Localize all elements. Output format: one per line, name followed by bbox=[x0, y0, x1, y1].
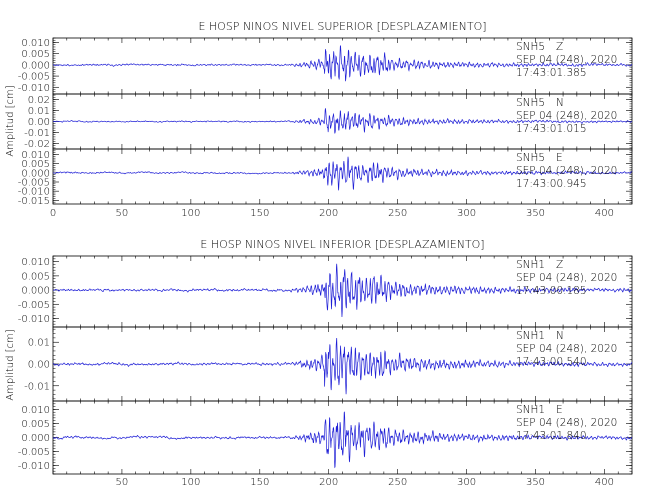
y-tick-label: 0.000 bbox=[21, 433, 50, 444]
record-date: SEP 04 (248), 2020 bbox=[516, 272, 617, 284]
y-tick-label: -0.005 bbox=[18, 178, 50, 189]
x-tick-label: 150 bbox=[250, 477, 269, 488]
component-code: E bbox=[556, 404, 563, 416]
x-tick-label: 350 bbox=[526, 208, 545, 219]
station-code: SNH1 bbox=[516, 404, 545, 416]
y-tick-label: 0.005 bbox=[21, 159, 50, 170]
y-tick-label: 0.010 bbox=[21, 38, 50, 49]
y-tick-label: -0.005 bbox=[18, 447, 50, 458]
y-tick-label: 0.010 bbox=[21, 405, 50, 416]
y-tick-label: 0.00 bbox=[28, 117, 50, 128]
y-tick-label: -0.015 bbox=[18, 196, 50, 207]
y-tick-label: -0.010 bbox=[18, 314, 50, 325]
y-tick-label: 0.01 bbox=[28, 338, 50, 349]
x-tick-label: 200 bbox=[319, 477, 338, 488]
component-code: N bbox=[556, 330, 564, 342]
y-tick-label: -0.01 bbox=[24, 128, 50, 139]
y-tick-label: 0.01 bbox=[28, 106, 50, 117]
component-code: E bbox=[556, 152, 563, 164]
x-tick-label: 150 bbox=[250, 208, 269, 219]
station-code: SNH5 bbox=[516, 152, 545, 164]
y-tick-label: -0.010 bbox=[18, 461, 50, 472]
y-axis-label: Amplitud [cm] bbox=[5, 329, 16, 400]
x-tick-label: 100 bbox=[181, 208, 200, 219]
chart-title: E HOSP NINOS NIVEL SUPERIOR [DESPLAZAMIE… bbox=[198, 20, 486, 33]
x-tick-label: 300 bbox=[457, 477, 476, 488]
waveform-line bbox=[52, 108, 633, 134]
waveform-line bbox=[52, 263, 633, 318]
station-code: SNH1 bbox=[516, 259, 545, 271]
y-tick-label: -0.02 bbox=[24, 139, 50, 150]
y-tick-label: 0.005 bbox=[21, 49, 50, 60]
record-time: 17:43:00.185 bbox=[516, 285, 587, 297]
x-tick-label: 100 bbox=[181, 477, 200, 488]
record-time: 17:43:01.385 bbox=[516, 67, 587, 79]
chart-title: E HOSP NINOS NIVEL INFERIOR [DESPLAZAMIE… bbox=[200, 238, 484, 251]
component-code: N bbox=[556, 97, 564, 109]
x-tick-label: 0 bbox=[50, 208, 56, 219]
record-time: 17:43:01.840 bbox=[516, 430, 587, 442]
x-tick-label: 250 bbox=[388, 477, 407, 488]
record-date: SEP 04 (248), 2020 bbox=[516, 343, 617, 355]
y-tick-label: 0.005 bbox=[21, 419, 50, 430]
record-date: SEP 04 (248), 2020 bbox=[516, 54, 617, 66]
station-code: SNH5 bbox=[516, 97, 545, 109]
record-time: 17:43:01.015 bbox=[516, 123, 587, 135]
y-tick-label: 0.000 bbox=[21, 60, 50, 71]
component-code: Z bbox=[556, 41, 563, 53]
record-time: 17:43:00.540 bbox=[516, 356, 587, 368]
record-time: 17:43:00.945 bbox=[516, 178, 587, 190]
y-tick-label: -0.010 bbox=[18, 187, 50, 198]
y-tick-label: 0.010 bbox=[21, 257, 50, 268]
x-tick-label: 200 bbox=[319, 208, 338, 219]
y-tick-label: 0.005 bbox=[21, 271, 50, 282]
chart-2: E HOSP NINOS NIVEL INFERIOR [DESPLAZAMIE… bbox=[5, 238, 633, 488]
y-axis-label: Amplitud [cm] bbox=[5, 85, 16, 156]
waveform-line bbox=[52, 156, 633, 191]
record-date: SEP 04 (248), 2020 bbox=[516, 110, 617, 122]
y-tick-label: -0.005 bbox=[18, 300, 50, 311]
y-tick-label: 0.00 bbox=[28, 360, 50, 371]
x-tick-label: 250 bbox=[388, 208, 407, 219]
x-tick-label: 400 bbox=[595, 208, 614, 219]
x-tick-label: 300 bbox=[457, 208, 476, 219]
x-tick-label: 50 bbox=[116, 477, 129, 488]
y-tick-label: 0.000 bbox=[21, 286, 50, 297]
x-tick-label: 350 bbox=[526, 477, 545, 488]
station-code: SNH1 bbox=[516, 330, 545, 342]
waveform-line bbox=[52, 411, 633, 469]
record-date: SEP 04 (248), 2020 bbox=[516, 165, 617, 177]
record-date: SEP 04 (248), 2020 bbox=[516, 417, 617, 429]
station-code: SNH5 bbox=[516, 41, 545, 53]
waveform-line bbox=[52, 337, 633, 395]
component-code: Z bbox=[556, 259, 563, 271]
y-tick-label: -0.010 bbox=[18, 83, 50, 94]
y-tick-label: 0.02 bbox=[28, 95, 50, 106]
y-tick-label: -0.005 bbox=[18, 72, 50, 83]
x-tick-label: 50 bbox=[116, 208, 129, 219]
y-tick-label: 0.000 bbox=[21, 168, 50, 179]
y-tick-label: -0.01 bbox=[24, 381, 50, 392]
y-tick-label: 0.010 bbox=[21, 150, 50, 161]
chart-1: E HOSP NINOS NIVEL SUPERIOR [DESPLAZAMIE… bbox=[5, 20, 633, 219]
x-tick-label: 400 bbox=[595, 477, 614, 488]
waveform-line bbox=[52, 45, 633, 82]
